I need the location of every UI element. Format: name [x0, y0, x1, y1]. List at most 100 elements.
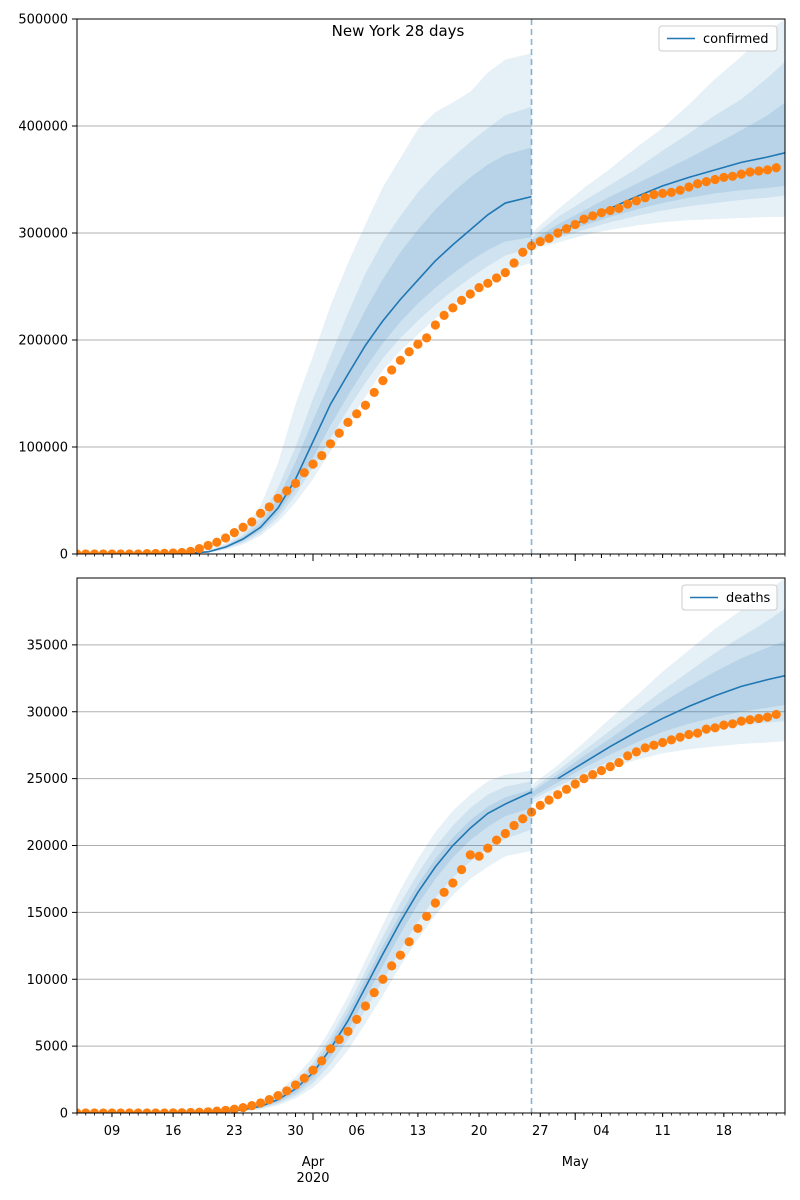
- observed-point: [710, 723, 720, 733]
- observed-point: [124, 1108, 135, 1113]
- observed-point: [264, 502, 274, 512]
- observed-point: [107, 1108, 117, 1113]
- y-tick-label: 10000: [27, 973, 68, 988]
- legend: deaths: [681, 584, 778, 611]
- observed-point: [535, 236, 545, 247]
- observed-point: [352, 409, 362, 419]
- observed-point: [623, 199, 633, 209]
- observed-point: [762, 165, 773, 175]
- observed-point: [500, 828, 510, 839]
- observed-point: [325, 1044, 336, 1054]
- observed-point: [771, 709, 781, 720]
- x-tick-label: 23: [226, 1124, 243, 1139]
- observed-point: [273, 1091, 283, 1101]
- observed-point: [133, 549, 143, 554]
- observed-point: [238, 522, 248, 532]
- observed-point: [387, 961, 397, 971]
- observed-point: [614, 203, 624, 213]
- uncertainty-band: [77, 789, 532, 1113]
- observed-point: [343, 417, 353, 427]
- observed-point: [500, 267, 510, 278]
- observed-point: [229, 528, 239, 538]
- observed-point: [177, 547, 187, 554]
- observed-point: [544, 233, 554, 243]
- observed-point: [81, 549, 91, 554]
- uncertainty-band: [531, 102, 785, 244]
- y-tick-label: 200000: [18, 334, 68, 349]
- y-tick-label: 0: [60, 548, 68, 563]
- observed-point: [159, 1108, 170, 1113]
- plot-area: [77, 578, 785, 1113]
- y-tick-label: 0: [60, 1107, 68, 1122]
- observed-point: [518, 814, 528, 824]
- observed-point: [334, 1034, 344, 1045]
- observed-point: [736, 169, 746, 179]
- observed-point: [290, 1080, 301, 1090]
- observed-point: [684, 182, 694, 192]
- observed-point: [142, 548, 152, 554]
- x-tick-label: 04: [593, 1124, 610, 1139]
- observed-point: [570, 219, 580, 230]
- observed-point: [290, 478, 301, 488]
- observed-point: [640, 193, 650, 203]
- observed-point: [255, 1098, 266, 1108]
- y-tick-label: 500000: [18, 13, 68, 28]
- y-tick-label: 15000: [27, 906, 68, 921]
- y-tick-label: 25000: [27, 772, 68, 787]
- observed-point: [605, 761, 615, 772]
- observed-point: [465, 289, 475, 299]
- observed-point: [430, 320, 440, 330]
- observed-point: [212, 1106, 222, 1113]
- deaths-panel: 0 5000 10000 15000 20000 25000 30000 35000 09 16 2…: [27, 577, 786, 1186]
- observed-point: [623, 751, 633, 761]
- observed-point: [439, 310, 449, 320]
- observed-point: [343, 1026, 353, 1037]
- x-tick-label: 18: [716, 1124, 733, 1139]
- uncertainty-band: [77, 53, 532, 554]
- x-year-label: 2020: [296, 1171, 329, 1186]
- observed-point: [77, 1108, 82, 1113]
- observed-point: [448, 878, 458, 888]
- observed-point: [369, 387, 379, 398]
- observed-point: [596, 766, 607, 776]
- observed-point: [719, 172, 729, 182]
- uncertainty-band: [531, 19, 785, 250]
- observed-point: [649, 740, 659, 750]
- observed-point: [579, 214, 589, 224]
- observed-point: [378, 376, 388, 386]
- observed-point: [465, 850, 475, 860]
- observed-point: [430, 898, 440, 908]
- observed-point: [483, 278, 493, 288]
- observed-point: [98, 1108, 108, 1113]
- legend-box: [681, 584, 778, 611]
- observed-point: [631, 196, 642, 206]
- observed-point: [535, 800, 545, 810]
- observed-point: [151, 548, 161, 554]
- observed-point: [754, 166, 764, 176]
- observed-point: [299, 1073, 309, 1083]
- observed-point: [771, 163, 781, 173]
- observed-point: [212, 537, 222, 547]
- observed-point: [631, 747, 642, 757]
- observed-point: [352, 1014, 362, 1024]
- observed-point: [273, 493, 283, 503]
- observed-point: [561, 224, 572, 234]
- x-month-label: May: [562, 1155, 589, 1170]
- y-tick-label: 400000: [18, 120, 68, 135]
- observed-point: [77, 549, 82, 554]
- observed-point: [133, 1108, 143, 1113]
- observed-point: [491, 835, 502, 845]
- median-line-fit: [77, 195, 532, 554]
- x-tick-label: 09: [104, 1124, 121, 1139]
- observed-point: [229, 1104, 239, 1113]
- observed-point: [186, 546, 196, 554]
- observed-point: [518, 247, 528, 257]
- observed-point: [334, 428, 344, 438]
- observed-point: [238, 1103, 248, 1113]
- observed-point: [570, 779, 580, 789]
- observed-point: [727, 719, 738, 729]
- observed-point: [308, 459, 318, 469]
- observed-point: [658, 188, 668, 199]
- observed-point: [596, 208, 607, 218]
